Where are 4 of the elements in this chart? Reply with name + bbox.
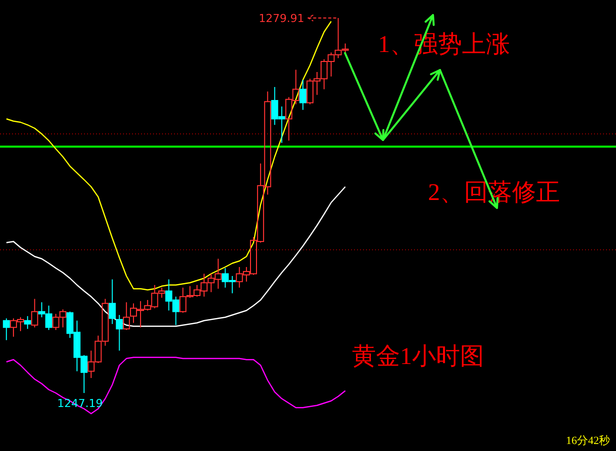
text: 黄金1小时图 (352, 344, 484, 370)
candlestick (299, 79, 306, 110)
text: 16分42秒 (566, 435, 610, 447)
annotation: 1279.91 (258, 12, 304, 25)
